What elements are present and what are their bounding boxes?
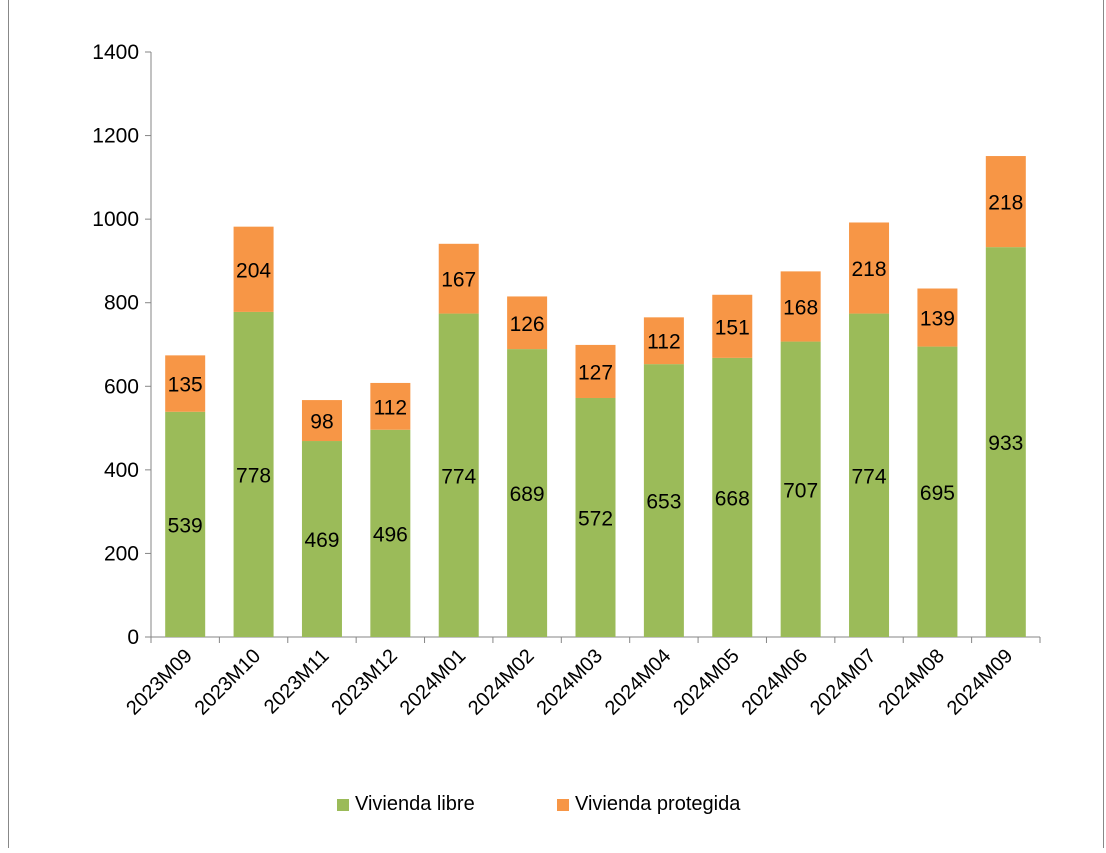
x-tick-label: 2023M10	[191, 645, 266, 720]
data-label-vivienda-protegida: 126	[510, 313, 545, 336]
data-label-vivienda-protegida: 218	[988, 192, 1023, 215]
x-tick-label: 2024M07	[806, 645, 881, 720]
bar-vivienda-protegida	[849, 222, 890, 314]
y-tick-label: 1000	[92, 208, 139, 231]
data-label-vivienda-libre: 539	[168, 514, 203, 537]
data-label-vivienda-libre: 774	[852, 465, 887, 488]
bar-vivienda-libre	[780, 341, 821, 637]
bar-vivienda-protegida	[643, 317, 684, 365]
data-label-vivienda-libre: 695	[920, 482, 955, 505]
legend-swatch-vivienda-protegida	[557, 799, 569, 811]
x-tick-label: 2024M02	[464, 645, 539, 720]
bar-vivienda-protegida	[370, 382, 411, 430]
y-tick-label: 600	[104, 375, 139, 398]
bar-vivienda-protegida	[165, 355, 206, 412]
bar-vivienda-libre	[849, 313, 890, 637]
data-label-vivienda-protegida: 112	[647, 331, 680, 354]
y-axis: 0 200 400 600 800 1000 1200 1400	[92, 41, 152, 649]
data-label-vivienda-protegida: 167	[441, 269, 476, 292]
x-tick-label: 2024M06	[738, 645, 813, 720]
x-tick-label: 2023M11	[260, 645, 333, 718]
data-label-vivienda-libre: 668	[715, 487, 750, 510]
bar-vivienda-libre	[917, 346, 958, 637]
y-tick-label: 800	[104, 292, 139, 315]
x-tick-label: 2024M04	[601, 645, 676, 720]
legend-label-vivienda-libre: Vivienda libre	[355, 793, 475, 815]
bar-vivienda-libre	[438, 313, 479, 637]
bar-vivienda-protegida	[507, 296, 548, 350]
chart-frame: 0 200 400 600 800 1000 1200 1400 2023M09 2023M10…	[8, 0, 1104, 848]
data-label-vivienda-protegida: 98	[310, 411, 333, 434]
data-label-vivienda-libre: 496	[373, 523, 408, 546]
x-tick-label: 2024M09	[943, 645, 1018, 720]
data-label-vivienda-libre: 572	[578, 507, 613, 530]
x-tick-label: 2024M05	[669, 645, 744, 720]
bar-vivienda-protegida	[917, 288, 958, 347]
data-label-vivienda-libre: 774	[441, 465, 476, 488]
bar-vivienda-libre	[643, 364, 684, 637]
x-tick-label: 2024M01	[396, 645, 471, 720]
y-tick-label: 1200	[92, 125, 139, 148]
x-tick-label: 2024M08	[874, 645, 949, 720]
y-tick-label: 0	[127, 626, 139, 649]
data-label-vivienda-protegida: 218	[852, 258, 887, 281]
data-label-vivienda-libre: 707	[783, 479, 818, 502]
stacked-bar-chart: 0 200 400 600 800 1000 1200 1400 2023M092023M10…	[92, 41, 1041, 815]
x-tick-label: 2023M09	[122, 645, 197, 720]
bar-vivienda-protegida	[438, 243, 479, 314]
y-tick-label: 1400	[92, 41, 139, 64]
bar-vivienda-libre	[165, 411, 206, 637]
y-tick-label: 200	[104, 542, 139, 565]
x-tick-label: 2023M12	[327, 645, 402, 720]
bar-vivienda-protegida	[575, 344, 616, 398]
data-label-vivienda-protegida: 112	[374, 396, 407, 419]
bar-vivienda-protegida	[712, 294, 753, 358]
bar-vivienda-libre	[370, 429, 411, 637]
legend: Vivienda libre Vivienda protegida	[337, 793, 741, 815]
bar-vivienda-protegida	[780, 271, 821, 342]
data-label-vivienda-protegida: 204	[236, 259, 271, 282]
bar-vivienda-protegida	[301, 400, 342, 442]
bar-vivienda-libre	[712, 357, 753, 637]
data-label-vivienda-libre: 933	[988, 432, 1023, 455]
data-label-vivienda-protegida: 168	[783, 296, 818, 319]
bar-vivienda-libre	[301, 441, 342, 637]
bar-vivienda-protegida	[985, 156, 1026, 248]
bar-vivienda-libre	[575, 397, 616, 637]
data-label-vivienda-protegida: 139	[920, 308, 955, 331]
x-tick-label: 2024M03	[533, 645, 608, 720]
bars: 539 135 778 204 469 98 496 112 774 167 689 126 572 12…	[165, 156, 1026, 637]
bar-vivienda-libre	[507, 349, 548, 637]
data-label-vivienda-libre: 778	[236, 464, 271, 487]
data-label-vivienda-protegida: 135	[168, 374, 203, 397]
data-label-vivienda-libre: 469	[304, 529, 339, 552]
data-label-vivienda-protegida: 127	[578, 361, 613, 384]
data-label-vivienda-libre: 653	[646, 491, 681, 514]
bar-vivienda-protegida	[233, 226, 274, 312]
legend-label-vivienda-protegida: Vivienda protegida	[575, 793, 741, 815]
x-axis: 2023M092023M102023M112023M122024M012024M…	[122, 636, 1041, 720]
data-label-vivienda-libre: 689	[510, 483, 545, 506]
y-tick-label: 400	[104, 459, 139, 482]
bar-vivienda-libre	[985, 247, 1026, 637]
data-label-vivienda-protegida: 151	[715, 316, 750, 339]
bar-vivienda-libre	[233, 311, 274, 637]
legend-swatch-vivienda-libre	[337, 799, 349, 811]
